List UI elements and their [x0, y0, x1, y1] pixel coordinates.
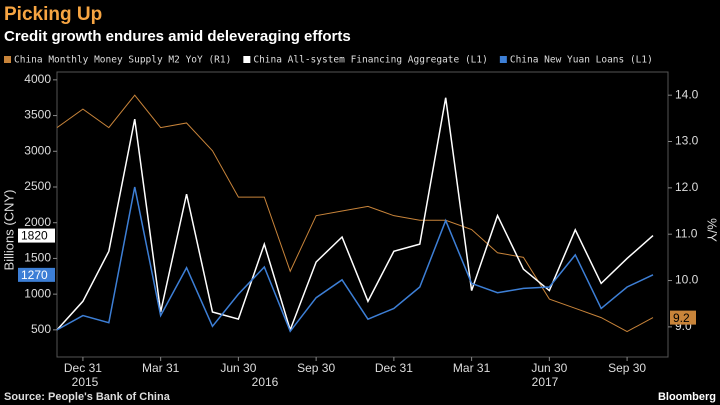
series-line — [56, 186, 654, 333]
year-label: 2016 — [252, 375, 279, 389]
legend-swatch — [243, 56, 251, 63]
x-tick-label: Mar 31 — [142, 361, 180, 375]
series-line — [56, 94, 654, 333]
chart-title: Picking Up — [4, 4, 102, 25]
legend-swatch — [499, 56, 507, 63]
x-tick-label: Sep 30 — [608, 361, 646, 375]
y2-tick-label: 12.0 — [675, 180, 699, 194]
legend-label: China All-system Financing Aggregate (L1… — [253, 55, 488, 66]
y2-axis-title: %/Y — [705, 218, 720, 242]
plot-frame — [56, 71, 669, 358]
year-label: 2015 — [72, 375, 99, 389]
y-tick-label: 3000 — [24, 143, 51, 157]
last-value-box — [18, 267, 55, 282]
chart-subtitle: Credit growth endures amid deleveraging … — [4, 28, 351, 45]
last-value-label: 9.2 — [673, 311, 690, 325]
y2-tick-label: 11.0 — [675, 226, 698, 240]
y-tick-label: 2500 — [24, 179, 51, 193]
x-tick-label: Dec 31 — [64, 361, 102, 375]
y-tick-label: 2000 — [24, 215, 51, 229]
last-value-box — [670, 310, 696, 325]
y2-tick-label: 14.0 — [675, 87, 699, 101]
x-tick-label: Jun 30 — [220, 361, 256, 375]
x-tick-label: Jun 30 — [531, 361, 567, 375]
last-value-label: 1270 — [21, 268, 48, 282]
source: Source: People's Bank of China — [4, 391, 171, 403]
y-tick-label: 1500 — [24, 251, 51, 265]
legend-swatch — [4, 56, 11, 63]
y-tick-label: 4000 — [24, 72, 51, 86]
y2-tick-label: 13.0 — [675, 134, 699, 148]
x-tick-label: Dec 31 — [375, 361, 413, 375]
y-axis-title: Billions (CNY) — [1, 190, 16, 271]
legend-label: China New Yuan Loans (L1) — [510, 55, 653, 66]
legend-label: China Monthly Money Supply M2 YoY (R1) — [14, 55, 231, 66]
brand: Bloomberg — [658, 391, 716, 403]
y-tick-label: 500 — [31, 322, 51, 336]
y2-tick-label: 10.0 — [675, 273, 699, 287]
y-tick-label: 3500 — [24, 108, 51, 122]
x-tick-label: Mar 31 — [453, 361, 491, 375]
y-tick-label: 1000 — [24, 286, 51, 300]
series-line — [56, 97, 654, 333]
year-label: 2017 — [532, 375, 559, 389]
last-value-label: 1820 — [21, 229, 48, 243]
x-tick-label: Sep 30 — [297, 361, 335, 375]
last-value-box — [18, 228, 55, 243]
